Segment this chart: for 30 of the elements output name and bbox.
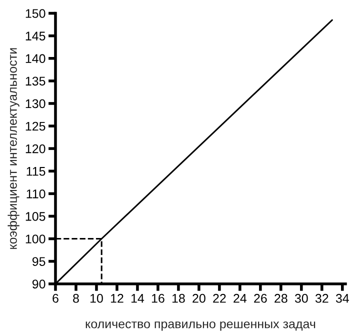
x-tick-label: 14 [131, 294, 144, 303]
y-tick-label: 95 [32, 257, 46, 266]
y-tick-label: 115 [26, 167, 46, 176]
x-tick-label: 32 [315, 294, 328, 303]
y-tick-label: 120 [26, 144, 46, 154]
x-tick-label: 18 [172, 294, 185, 303]
y-tick-label: 90 [32, 280, 46, 289]
x-tick-label: 6 [52, 294, 58, 303]
y-tick-label: 145 [26, 32, 46, 40]
x-tick-label: 26 [254, 294, 267, 303]
x-tick-label: 34 [336, 294, 349, 303]
y-tick-label: 150 [26, 9, 46, 18]
y-axis-title: коэффициент интеллектуальности [8, 48, 20, 249]
x-tick-label: 8 [73, 294, 79, 303]
x-tick-label: 12 [110, 294, 124, 303]
x-tick-label: 22 [213, 294, 226, 303]
x-axis-title: количество правильно решенных задач [86, 321, 316, 331]
y-tick-label: 130 [26, 99, 46, 108]
y-tick-label: 100 [26, 234, 46, 244]
x-tick-label: 16 [152, 294, 164, 303]
y-tick-label: 125 [26, 122, 46, 131]
y-tick-label: 135 [26, 76, 46, 86]
y-tick-label: 140 [26, 54, 46, 64]
y-tick-label: 105 [26, 212, 46, 221]
x-tick-label: 10 [90, 294, 103, 303]
x-tick-label: 20 [192, 294, 206, 303]
y-tick-label: 110 [26, 189, 46, 198]
x-tick-label: 24 [234, 294, 247, 303]
x-tick-label: 28 [274, 294, 288, 303]
x-tick-label: 30 [294, 294, 308, 303]
